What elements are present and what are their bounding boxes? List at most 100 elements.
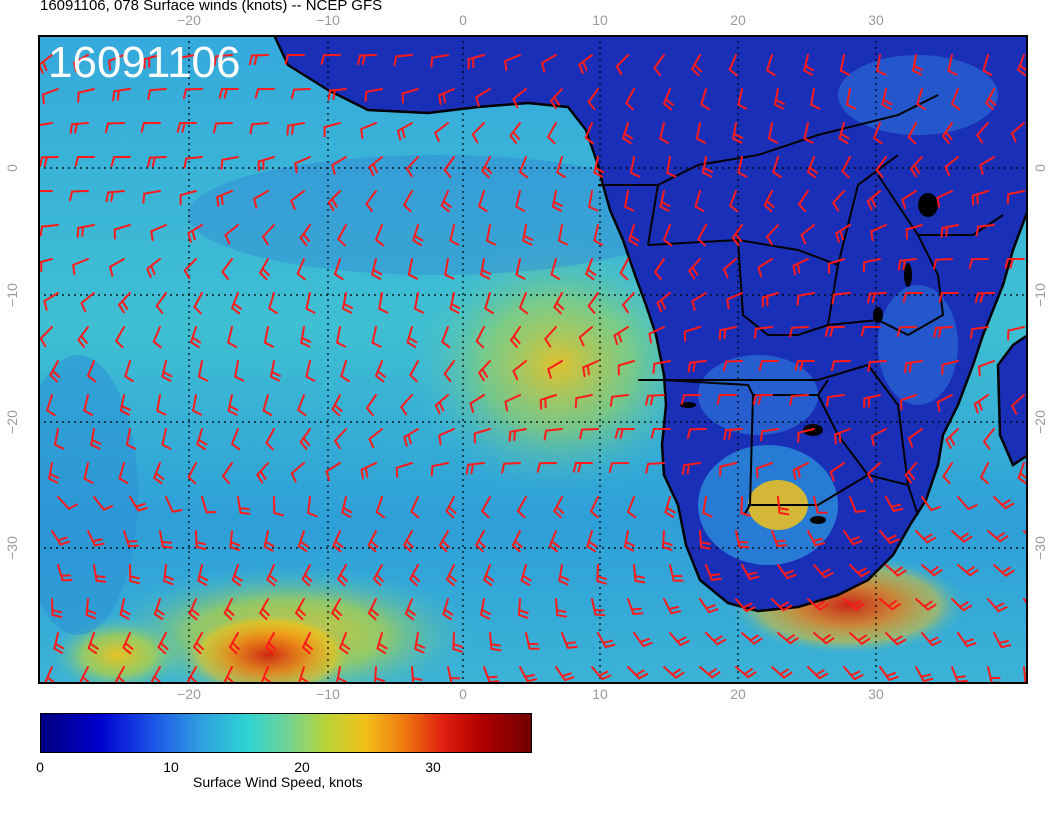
wind-barb: [627, 666, 649, 680]
wind-barb: [440, 190, 452, 213]
wind-barb: [936, 394, 953, 412]
colorbar-title: Surface Wind Speed, knots: [193, 774, 363, 790]
wind-barb: [645, 462, 665, 474]
wind-barb: [760, 428, 779, 442]
wind-barb: [653, 258, 665, 280]
wind-barb: [584, 258, 597, 281]
wind-barb: [374, 360, 386, 383]
wind-barb: [905, 224, 923, 240]
wind-barb: [735, 598, 756, 613]
wind-barb: [546, 122, 557, 145]
wind-barb: [881, 88, 893, 110]
wind-barb: [69, 122, 89, 135]
wind-barb: [548, 530, 560, 553]
wind-barb: [201, 496, 217, 514]
wind-barb: [147, 156, 167, 168]
wind-barb: [970, 326, 989, 339]
wind-barb: [947, 54, 958, 76]
colorbar-label: 10: [163, 759, 179, 775]
wind-barb: [252, 190, 269, 209]
wind-barb: [291, 88, 311, 100]
wind-barb: [687, 360, 707, 373]
wind-barb: [341, 496, 353, 518]
wind-barb: [993, 632, 1012, 649]
wind-barb: [885, 564, 907, 577]
wind-max-south-atlantic-core: [178, 610, 358, 684]
wind-barb: [619, 258, 629, 281]
date-stamp: 16091106: [48, 38, 241, 87]
lat-tick-left: −20: [4, 410, 20, 434]
wind-barb: [39, 326, 53, 348]
wind-barb: [579, 428, 599, 440]
wind-barb: [915, 598, 937, 611]
wind-barb: [518, 156, 529, 179]
wind-barb: [902, 292, 923, 303]
wind-barb: [365, 190, 377, 212]
wind-barb: [740, 496, 751, 517]
lat-tick-left: 0: [4, 164, 20, 172]
wind-barb: [489, 632, 502, 652]
wind-barb: [262, 394, 273, 416]
wind-barb: [268, 292, 278, 315]
wind-barb: [294, 156, 311, 174]
wind-barb: [806, 156, 818, 179]
wind-barb: [221, 258, 233, 280]
wind-barb: [108, 54, 125, 71]
wind-barb: [248, 54, 269, 66]
wind-barb: [438, 428, 455, 446]
wind-barb: [993, 564, 1015, 577]
wind-barb: [305, 292, 316, 314]
wind-barb: [197, 360, 209, 382]
wind-barb: [445, 496, 457, 519]
wind-barb: [916, 88, 926, 111]
wind-barb: [663, 666, 685, 679]
wind-barb: [728, 190, 739, 213]
wind-barb: [737, 156, 748, 178]
wind-barb: [589, 496, 599, 519]
wind-barb: [695, 122, 706, 144]
wind-barb: [849, 632, 871, 645]
wind-barb: [987, 530, 1009, 543]
wind-barb: [299, 428, 311, 450]
wind-barb: [83, 394, 94, 416]
wind-barb: [440, 326, 451, 349]
wind-barb: [320, 54, 341, 65]
wind-barb: [118, 462, 129, 484]
wind-barb: [83, 462, 94, 484]
wind-barb: [753, 326, 773, 339]
wind-barb: [623, 190, 635, 212]
wind-barb: [904, 462, 917, 484]
wind-barb: [726, 292, 743, 310]
wind-barb: [549, 88, 563, 110]
wind-barb: [45, 394, 56, 417]
lat-lon-grid: [38, 35, 1028, 684]
wind-barb: [412, 224, 424, 247]
wind-barb: [885, 632, 907, 646]
wind-barb: [879, 666, 899, 682]
wind-barb: [186, 666, 198, 684]
wind-barb: [907, 428, 923, 448]
wind-barb: [942, 462, 953, 485]
wind-barb: [650, 428, 671, 439]
wind-barb: [39, 224, 59, 237]
wind-barb: [690, 54, 702, 77]
wind-barb: [142, 190, 161, 204]
wind-barb: [772, 156, 782, 179]
wind-barb: [85, 598, 97, 620]
wind-barb: [153, 598, 165, 621]
wind-barb: [430, 54, 449, 68]
wind-barb: [879, 598, 901, 611]
wind-barb: [933, 258, 953, 270]
wind-barb: [368, 428, 383, 449]
wind-barb: [827, 258, 845, 274]
wind-barb: [449, 292, 461, 314]
wind-barb: [516, 496, 527, 519]
wind-barb: [480, 496, 491, 519]
weak-wind-band-west: [38, 355, 138, 635]
wind-barb: [718, 326, 737, 341]
wind-barb: [511, 530, 523, 553]
wind-barb: [477, 360, 491, 382]
wind-barb: [777, 632, 799, 645]
wind-barb: [337, 224, 347, 247]
wind-barb: [977, 360, 995, 377]
